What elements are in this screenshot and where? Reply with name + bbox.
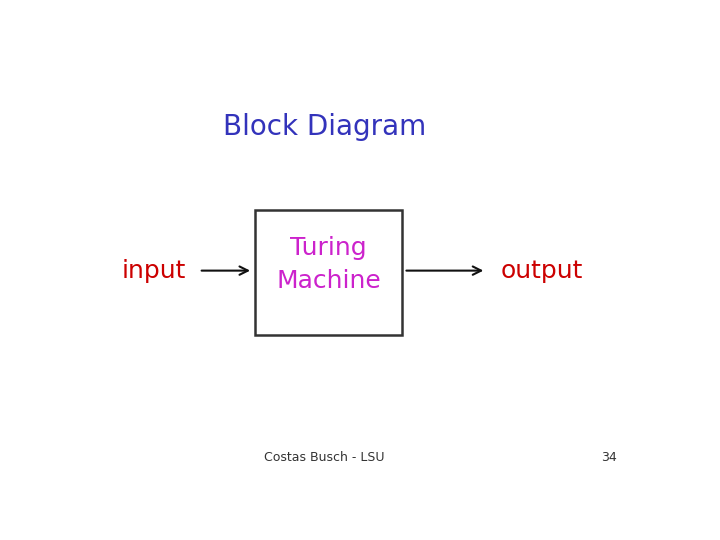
Text: Block Diagram: Block Diagram	[222, 113, 426, 141]
Text: Turing
Machine: Turing Machine	[276, 235, 381, 293]
Text: output: output	[501, 259, 583, 282]
Text: 34: 34	[601, 451, 617, 464]
Bar	[255, 211, 402, 335]
Text: input: input	[122, 259, 186, 282]
Text: Costas Busch - LSU: Costas Busch - LSU	[264, 451, 384, 464]
